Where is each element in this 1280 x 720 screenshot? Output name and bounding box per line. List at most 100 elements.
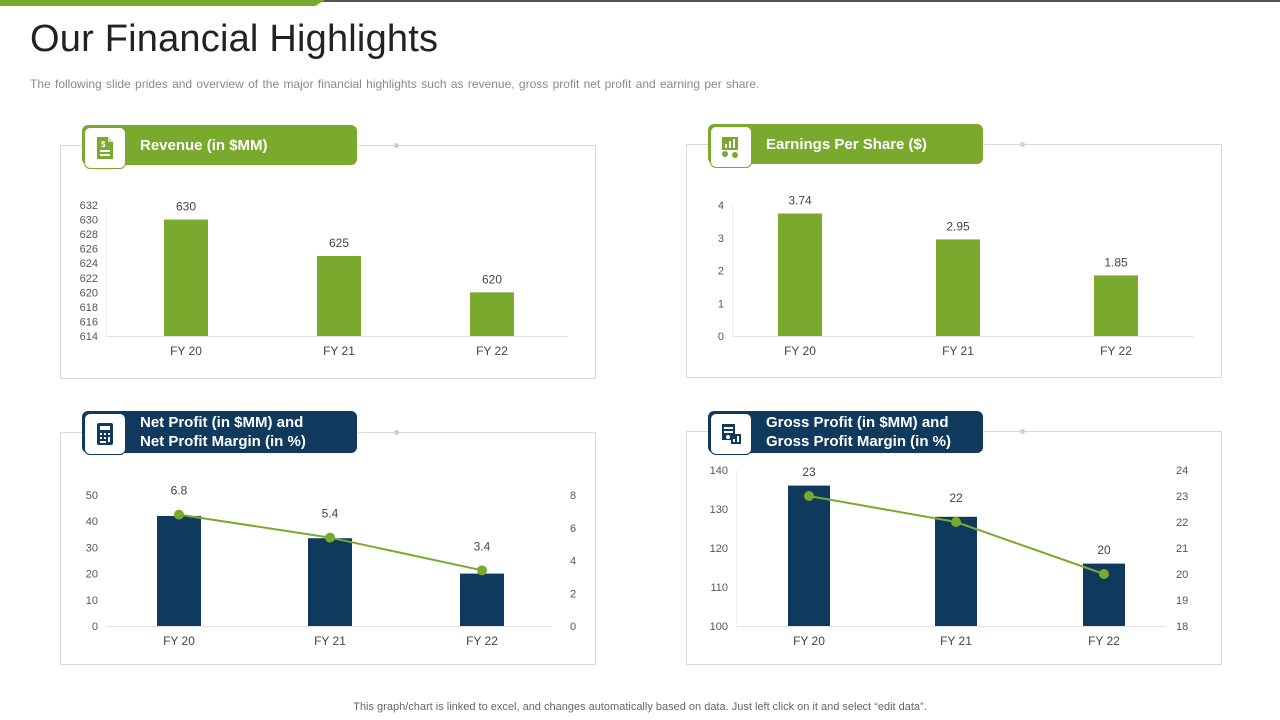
revenue-y-tick: 624 (80, 258, 98, 270)
net-profit-header-line1: Net Profit (in $MM) and (140, 414, 304, 431)
gross_profit-margin-label: 20 (1097, 543, 1111, 557)
net_profit-y2-tick: 8 (570, 490, 576, 502)
gross_profit-margin-label: 23 (802, 465, 816, 479)
page-subtitle: The following slide prides and overview … (30, 77, 760, 91)
eps-bar-label: 3.74 (788, 194, 812, 208)
gross_profit-category-label: FY 21 (940, 634, 972, 648)
eps-category-label: FY 21 (942, 344, 974, 358)
eps-bar-label: 1.85 (1104, 255, 1128, 269)
net-profit-header-label: Net Profit (in $MM) and Net Profit Margi… (140, 413, 351, 451)
net_profit-margin-point (477, 565, 487, 576)
gross_profit-bar (935, 516, 977, 626)
money-chart-icon (710, 413, 752, 455)
net_profit-bar (460, 573, 504, 626)
revenue-y-tick: 632 (80, 200, 98, 212)
gross_profit-y-tick: 100 (710, 621, 728, 633)
gross-profit-header-line1: Gross Profit (in $MM) and (766, 414, 949, 431)
revenue-bar (470, 292, 514, 336)
gross_profit-y2-tick: 19 (1176, 595, 1188, 607)
revenue-y-tick: 622 (80, 273, 98, 285)
net-profit-chart: 0 10 20 30 40 50 FY 20 FY 21 FY 22 0 2 4 6 8 6.8 5.4 3.4 (86, 484, 576, 648)
net_profit-margin-label: 5.4 (322, 507, 339, 521)
net_profit-y-tick: 0 (92, 621, 98, 633)
eps-category-label: FY 22 (1100, 344, 1132, 358)
page-title: Our Financial Highlights (30, 18, 439, 60)
revenue-y-tick: 618 (80, 302, 98, 314)
gross_profit-margin-label: 22 (949, 491, 963, 505)
net_profit-y2-tick: 6 (570, 523, 576, 535)
gross-profit-header-line2: Gross Profit Margin (in %) (766, 433, 952, 450)
revenue-category-label: FY 22 (476, 344, 508, 358)
eps-header-label: Earnings Per Share ($) (766, 135, 927, 153)
revenue-bar-label: 625 (329, 236, 349, 250)
net_profit-margin-label: 6.8 (171, 484, 188, 498)
top-accent-bar (0, 0, 325, 6)
gross_profit-y2-tick: 23 (1176, 491, 1188, 503)
gross-profit-header-label: Gross Profit (in $MM) and Gross Profit M… (766, 413, 977, 451)
net_profit-category-label: FY 20 (163, 634, 195, 648)
revenue-header: $ Revenue (in $MM) (82, 125, 357, 169)
revenue-bar-label: 620 (482, 272, 502, 286)
eps-bar (936, 239, 980, 336)
net_profit-category-label: FY 21 (314, 634, 346, 648)
revenue-y-tick: 614 (80, 331, 98, 343)
revenue-bar (317, 255, 361, 336)
eps-y-tick: 2 (718, 266, 724, 278)
net_profit-y2-tick: 0 (570, 621, 576, 633)
eps-y-tick: 0 (718, 331, 724, 343)
net_profit-margin-point (325, 532, 335, 543)
revenue-category-label: FY 20 (170, 344, 202, 358)
gross_profit-y2-tick: 24 (1176, 465, 1188, 477)
footer-note: This graph/chart is linked to excel, and… (353, 701, 927, 713)
net_profit-bar (308, 538, 352, 626)
eps-bar (1094, 275, 1138, 336)
gross_profit-margin-point (1099, 569, 1109, 579)
gross_profit-y2-tick: 20 (1176, 569, 1188, 581)
gross_profit-y-tick: 110 (710, 582, 728, 594)
revenue-panel-dot (394, 143, 399, 148)
eps-bar (778, 213, 822, 336)
net_profit-bar (157, 515, 201, 626)
eps-chart: 0 1 2 3 4 3.74 2.95 1.85 FY 20 FY 21 FY 22 (718, 194, 1194, 358)
gross_profit-y-tick: 140 (710, 465, 728, 477)
gross_profit-y-tick: 120 (710, 543, 728, 555)
net-profit-header: Net Profit (in $MM) and Net Profit Margi… (82, 411, 357, 455)
revenue-category-label: FY 21 (323, 344, 355, 358)
gross_profit-y2-tick: 22 (1176, 517, 1188, 529)
eps-y-tick: 1 (718, 298, 724, 310)
net_profit-y-tick: 40 (86, 516, 98, 528)
net_profit-y-tick: 20 (86, 569, 98, 581)
gross_profit-category-label: FY 22 (1088, 634, 1120, 648)
net_profit-y-tick: 30 (86, 542, 98, 554)
net_profit-category-label: FY 22 (466, 634, 498, 648)
net_profit-y-tick: 10 (86, 595, 98, 607)
revenue-bar (164, 219, 208, 336)
gross-profit-panel-dot (1020, 429, 1025, 434)
calculator-icon (84, 413, 126, 455)
top-rule (0, 0, 1280, 2)
gross_profit-y-tick: 130 (710, 504, 728, 516)
eps-y-tick: 4 (718, 200, 724, 212)
net-profit-panel-dot (394, 430, 399, 435)
net-profit-header-line2: Net Profit Margin (in %) (140, 433, 306, 450)
revenue-y-tick: 628 (80, 229, 98, 241)
net_profit-margin-point (174, 509, 184, 520)
eps-category-label: FY 20 (784, 344, 816, 358)
gross_profit-margin-point (804, 491, 814, 501)
gross_profit-y2-tick: 18 (1176, 621, 1188, 633)
net_profit-y2-tick: 4 (570, 556, 576, 568)
gross-profit-header: Gross Profit (in $MM) and Gross Profit M… (708, 411, 983, 455)
net_profit-y2-tick: 2 (570, 588, 576, 600)
net_profit-y-tick: 50 (86, 490, 98, 502)
revenue-y-tick: 616 (80, 316, 98, 328)
gross_profit-category-label: FY 20 (793, 634, 825, 648)
gross_profit-bar (788, 485, 830, 626)
revenue-y-tick: 630 (80, 215, 98, 227)
net_profit-margin-label: 3.4 (474, 539, 491, 553)
gross-profit-chart: 100 110 120 130 140 FY 20 FY 21 FY 22 18 19 20 21 22… (710, 465, 1189, 648)
svg-text:$: $ (101, 140, 106, 149)
revenue-header-label: Revenue (in $MM) (140, 136, 268, 154)
eps-bar-label: 2.95 (946, 219, 970, 233)
revenue-chart: 614 616 618 620 622 624 626 628 630 632 630 625 620 F… (80, 200, 568, 358)
document-dollar-icon: $ (84, 127, 126, 169)
